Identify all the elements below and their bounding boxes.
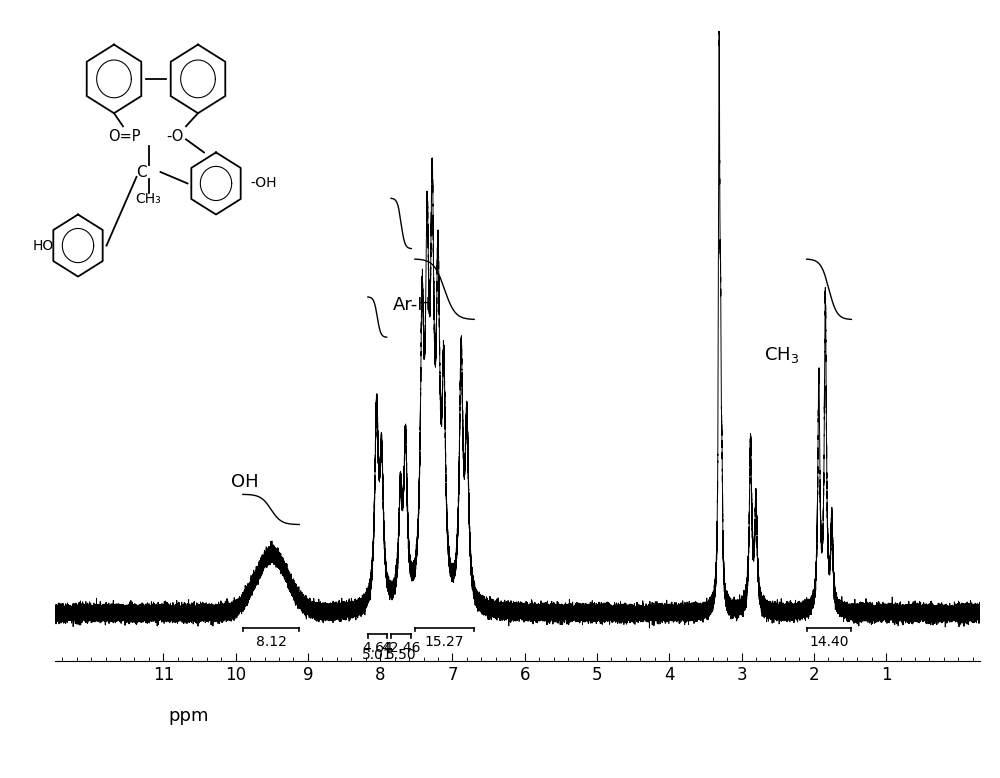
Text: 15.27: 15.27 [425, 635, 464, 649]
Text: 4.64: 4.64 [362, 641, 393, 655]
Text: 42.46: 42.46 [381, 641, 421, 655]
Text: 8.12: 8.12 [256, 635, 287, 649]
Text: 5.50: 5.50 [386, 647, 416, 661]
Text: HO: HO [33, 239, 54, 253]
Text: O=P: O=P [108, 128, 140, 144]
Text: CH₃: CH₃ [136, 192, 161, 206]
Text: Ar-H: Ar-H [393, 296, 432, 314]
Text: C: C [136, 164, 147, 180]
Text: -O: -O [166, 128, 184, 144]
Text: CH$_3$: CH$_3$ [764, 345, 799, 365]
Text: 5.01: 5.01 [362, 647, 393, 661]
Text: ppm: ppm [169, 707, 209, 725]
Text: -OH: -OH [250, 177, 277, 191]
Text: 14.40: 14.40 [809, 635, 849, 649]
Text: OH: OH [231, 473, 258, 491]
